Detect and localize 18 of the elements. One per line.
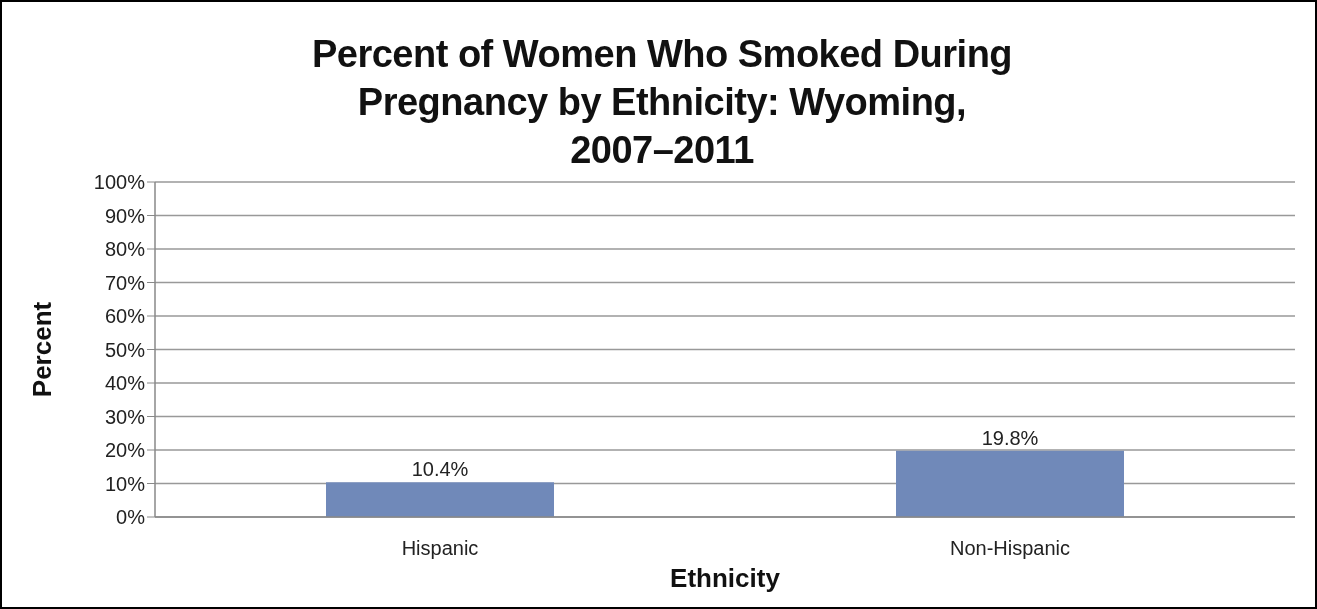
y-tick-label: 30% [104, 405, 146, 428]
x-tick-label: Non-Hispanic [949, 537, 1071, 560]
y-tick-label: 70% [104, 271, 146, 294]
y-tick-label: 90% [104, 204, 146, 227]
y-axis-title: Percent [27, 301, 58, 398]
y-tick-label: 60% [104, 305, 146, 328]
y-tick-label: 10% [104, 472, 146, 495]
data-label: 10.4% [411, 458, 469, 481]
chart-title: Percent of Women Who Smoked During Pregnancy by Ethnicity: Wyoming, 2007–2011 [310, 32, 1014, 173]
data-label: 19.8% [981, 426, 1039, 449]
y-tick-label: 40% [104, 372, 146, 395]
x-tick-label: Hispanic [401, 537, 479, 560]
y-tick-label: 80% [104, 238, 146, 261]
y-tick-label: 20% [104, 439, 146, 462]
y-tick-label: 0% [116, 506, 146, 529]
x-axis-title: Ethnicity [670, 563, 781, 593]
y-tick-label: 50% [104, 338, 146, 361]
y-tick-label: 100% [93, 171, 146, 194]
